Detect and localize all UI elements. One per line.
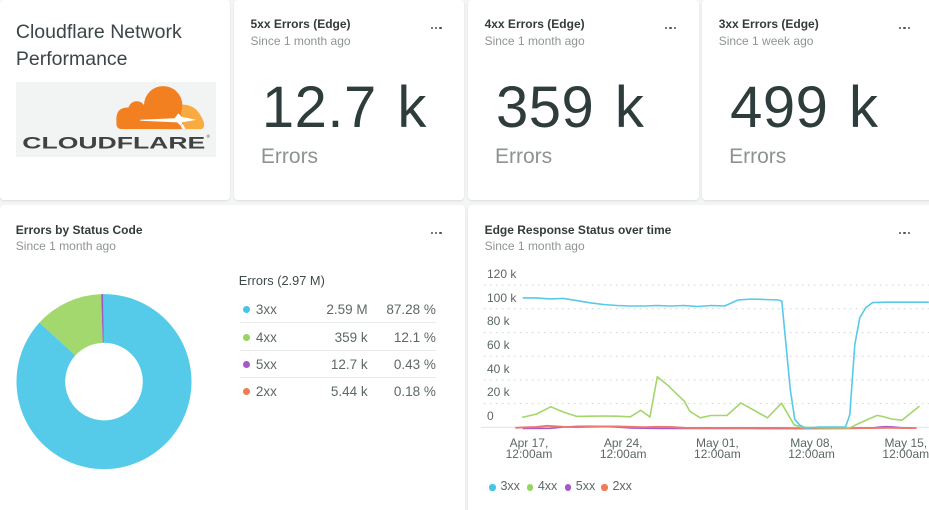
svg-text:®: ®: [206, 132, 210, 138]
svg-text:CLOUDFLARE: CLOUDFLARE: [22, 133, 205, 152]
